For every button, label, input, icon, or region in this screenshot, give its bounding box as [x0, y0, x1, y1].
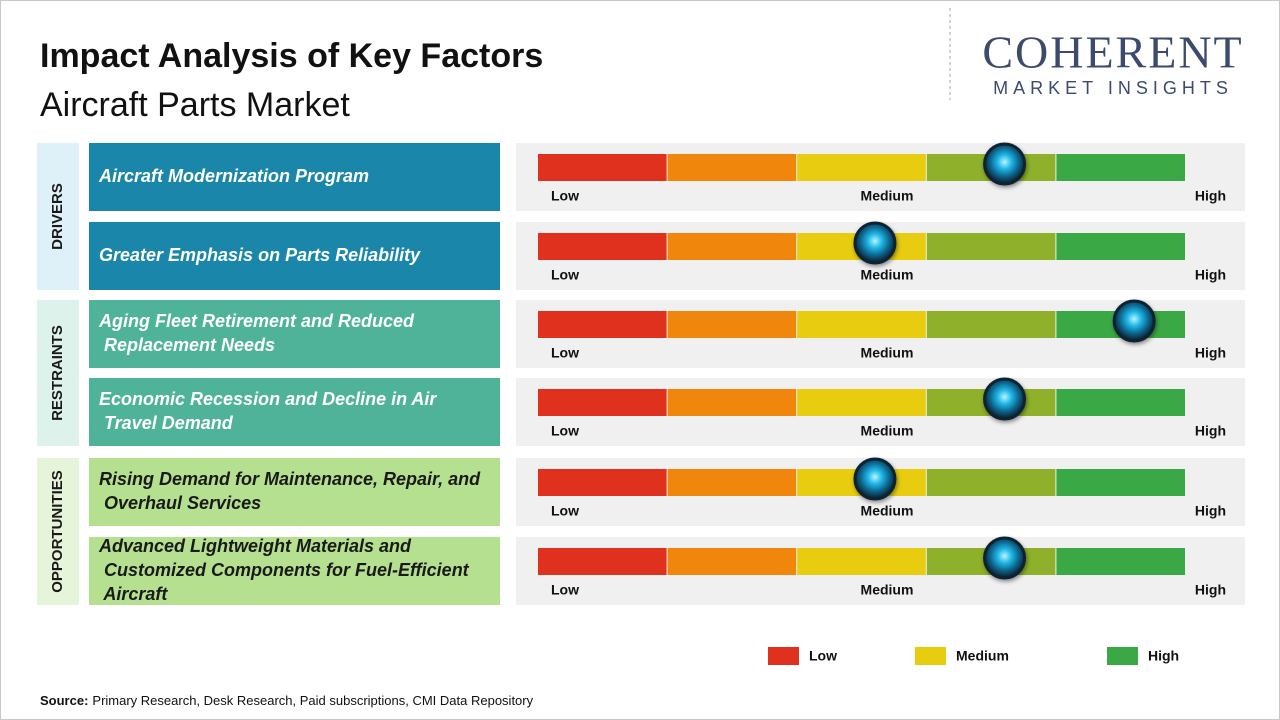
- gauge-segment: [926, 233, 1056, 260]
- scale-label: Low: [551, 423, 579, 439]
- group-label: OPPORTUNITIES: [49, 470, 66, 593]
- group-band: [37, 143, 79, 290]
- impact-knob: [983, 377, 1027, 421]
- gauge-segment: [797, 311, 926, 338]
- group-band: [37, 458, 79, 605]
- factor-name: Advanced Lightweight Materials and Custo…: [98, 536, 470, 604]
- gauge-segment: [667, 311, 797, 338]
- logo-tagline: MARKET INSIGHTS: [993, 78, 1233, 98]
- gauge-segment: [797, 389, 926, 416]
- impact-knob: [853, 457, 897, 501]
- gauge-segment: [1056, 154, 1185, 181]
- gauge-segment: [797, 548, 926, 575]
- scale-label: High: [1195, 267, 1226, 283]
- scale-label: Low: [551, 345, 579, 361]
- gauge-segment: [667, 548, 797, 575]
- gauge-segment: [538, 233, 667, 260]
- gauge-segment: [538, 154, 667, 181]
- group-label: DRIVERS: [49, 183, 66, 250]
- legend-label: Medium: [956, 648, 1009, 664]
- factor-box: [89, 300, 500, 368]
- gauge-segment: [538, 548, 667, 575]
- gauge-segment: [926, 311, 1056, 338]
- group-band: [37, 300, 79, 446]
- scale-label: High: [1195, 423, 1226, 439]
- gauge-segment: [797, 154, 926, 181]
- gauge-segment: [1056, 469, 1185, 496]
- scale-label: Medium: [861, 423, 914, 439]
- scale-label: Medium: [861, 503, 914, 519]
- factor-box: [89, 378, 500, 446]
- subtitle: Aircraft Parts Market: [40, 86, 350, 124]
- factor-box: [89, 143, 500, 211]
- legend-label: Low: [809, 648, 837, 664]
- gauge-segment: [1056, 233, 1185, 260]
- title: Impact Analysis of Key Factors: [40, 37, 543, 75]
- scale-label: High: [1195, 582, 1226, 598]
- gauge-segment: [667, 469, 797, 496]
- scale-label: Low: [551, 188, 579, 204]
- scale-label: High: [1195, 503, 1226, 519]
- source-text: Primary Research, Desk Research, Paid su…: [92, 693, 533, 708]
- legend-label: High: [1148, 648, 1179, 664]
- scale-label: Low: [551, 582, 579, 598]
- impact-knob: [853, 221, 897, 265]
- gauge-segment: [538, 389, 667, 416]
- scale-label: High: [1195, 188, 1226, 204]
- scale-label: Low: [551, 503, 579, 519]
- group-label: RESTRAINTS: [49, 325, 66, 421]
- gauge-segment: [1056, 548, 1185, 575]
- factor-box: [89, 458, 500, 526]
- gauge-segment: [538, 311, 667, 338]
- factor-name: Rising Demand for Maintenance, Repair, a…: [99, 469, 481, 513]
- impact-knob: [1112, 299, 1156, 343]
- logo-name: COHERENT: [982, 27, 1243, 78]
- gauge-segment: [667, 154, 797, 181]
- scale-label: Medium: [861, 188, 914, 204]
- scale-label: Medium: [861, 267, 914, 283]
- gauge-segment: [538, 469, 667, 496]
- factor-box: [89, 222, 500, 290]
- factor-name: Economic Recession and Decline in Air Tr…: [99, 389, 437, 433]
- scale-label: Medium: [861, 345, 914, 361]
- source: Source: Primary Research, Desk Research, …: [40, 693, 534, 708]
- impact-knob: [983, 536, 1027, 580]
- gauge-segment: [667, 389, 797, 416]
- scale-label: Medium: [861, 582, 914, 598]
- legend-swatch: [915, 647, 946, 665]
- legend-swatch: [1107, 647, 1138, 665]
- factor-name: Aging Fleet Retirement and Reduced Repla…: [98, 311, 415, 355]
- source-label: Source:: [40, 693, 88, 708]
- scale-label: Low: [551, 267, 579, 283]
- impact-knob: [983, 142, 1027, 186]
- factor-name: Aircraft Modernization Program: [98, 166, 369, 186]
- factor-box: [89, 537, 500, 605]
- scale-label: High: [1195, 345, 1226, 361]
- factor-name: Greater Emphasis on Parts Reliability: [99, 245, 421, 265]
- legend-swatch: [768, 647, 799, 665]
- gauge-segment: [1056, 389, 1185, 416]
- gauge-segment: [926, 469, 1056, 496]
- gauge-segment: [667, 233, 797, 260]
